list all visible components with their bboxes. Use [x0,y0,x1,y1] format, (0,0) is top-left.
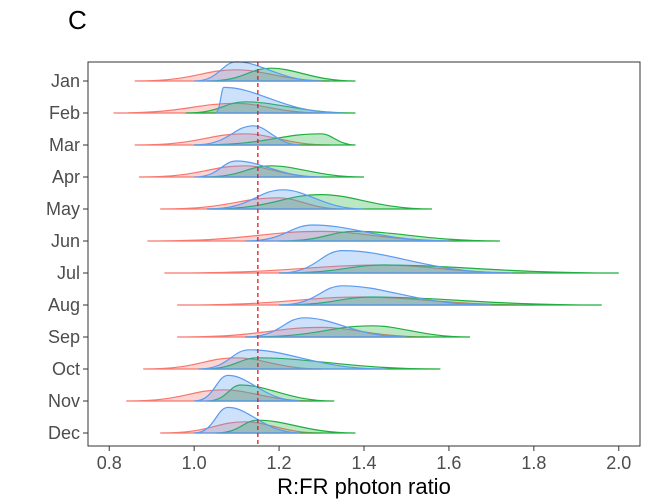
y-tick-label: Sep [48,327,80,347]
density-ridge [279,264,619,274]
density-ridge [194,374,301,402]
y-tick-label: Feb [49,103,80,123]
y-tick-label: Dec [48,423,80,443]
density-ridge [143,357,322,370]
density-ridge [245,317,407,338]
x-tick-label: 1.6 [436,453,461,473]
y-tick-label: Jan [51,71,80,91]
x-tick-label: 1.0 [182,453,207,473]
density-ridge [215,86,343,114]
density-ridge [206,193,432,210]
x-tick-label: 1.2 [267,453,292,473]
x-tick-label: 2.0 [606,453,631,473]
x-tick-label: 0.8 [97,453,122,473]
y-tick-label: Apr [52,167,80,187]
density-ridge [206,189,365,210]
y-tick-label: Mar [49,135,80,155]
x-tick-label: 1.8 [521,453,546,473]
density-ridge [194,406,301,434]
density-ridge [194,125,301,146]
y-tick-label: May [46,199,80,219]
density-ridge [202,357,441,370]
density-ridge [245,325,471,338]
density-ridge [202,165,365,178]
density-ridge [279,249,513,274]
y-tick-label: Jul [57,263,80,283]
x-axis-title: R:FR photon ratio [277,474,451,499]
y-tick-label: Jun [51,231,80,251]
panel-label: C [68,5,87,35]
x-tick-label: 1.4 [351,453,376,473]
density-ridge [160,197,343,210]
density-ridge [194,133,356,146]
density-ridge [279,285,492,306]
density-ridge [279,296,602,306]
density-ridge [134,133,331,146]
density-ridge [206,384,335,402]
y-tick-label: Nov [48,391,80,411]
y-tick-label: Oct [52,359,80,379]
density-ridge [177,326,428,338]
density-ridge [245,224,449,242]
y-tick-label: Aug [48,295,80,315]
density-ridge [198,349,386,370]
density-ridge [215,419,356,434]
plot-area [113,61,619,446]
